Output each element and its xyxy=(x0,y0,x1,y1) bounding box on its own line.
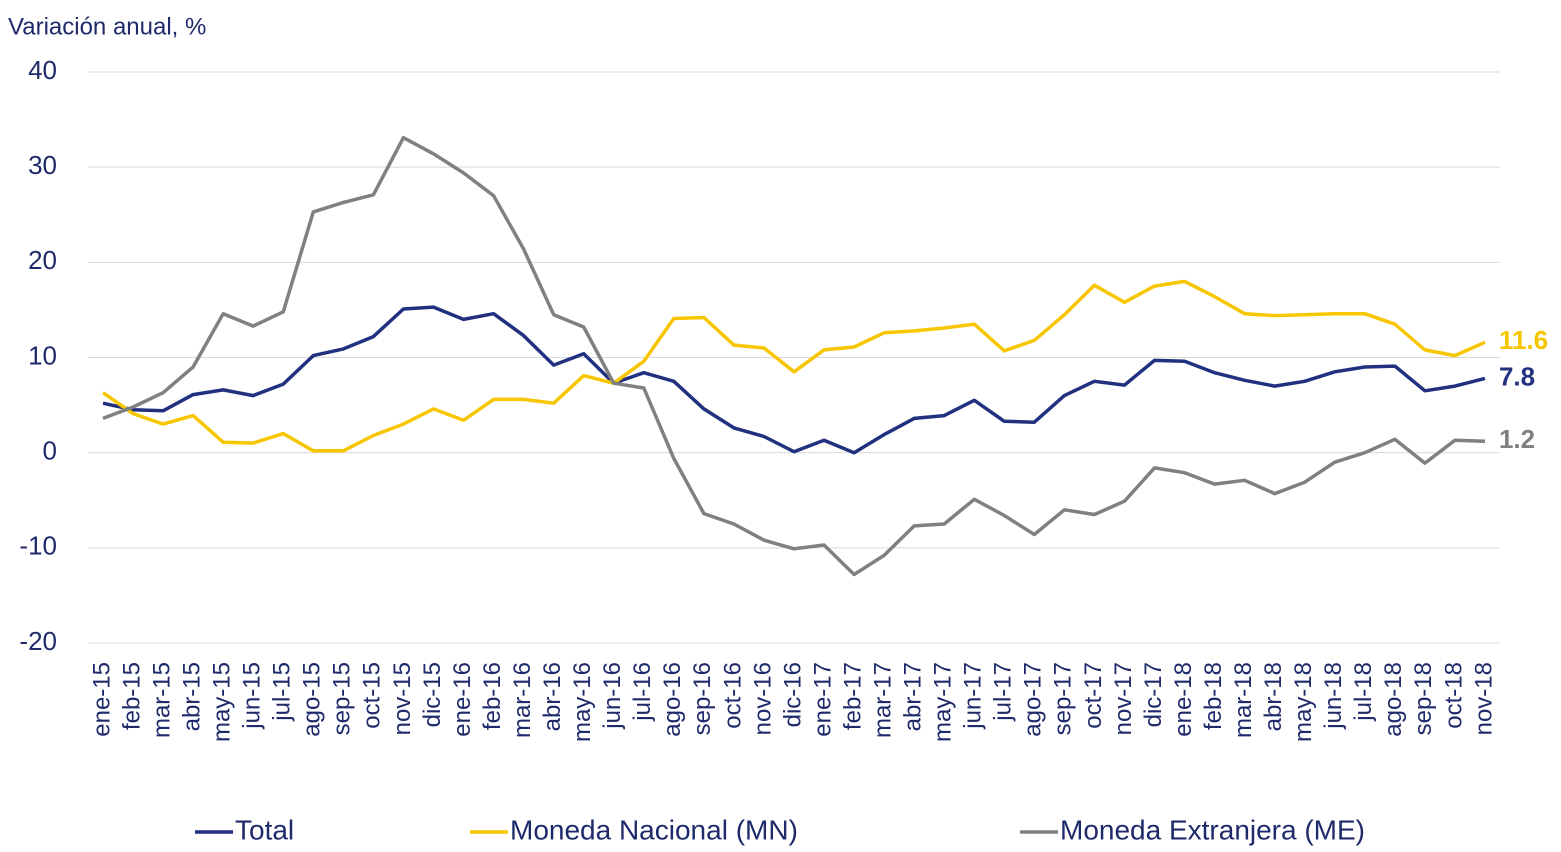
x-tick-label: mar-17 xyxy=(869,662,896,738)
x-tick-label: ene-15 xyxy=(88,662,115,737)
y-tick-label: -20 xyxy=(19,626,57,656)
x-tick-label: abr-17 xyxy=(900,662,927,731)
x-tick-label: ene-17 xyxy=(809,662,836,737)
x-tick-label: feb-16 xyxy=(479,662,506,730)
x-tick-label: ago-18 xyxy=(1380,662,1407,737)
x-tick-label: ago-15 xyxy=(299,662,326,737)
y-tick-label: 10 xyxy=(28,340,57,370)
x-tick-label: mar-15 xyxy=(148,662,175,738)
y-tick-label: 40 xyxy=(28,55,57,85)
end-value-label: 7.8 xyxy=(1499,361,1535,391)
x-tick-label: nov-16 xyxy=(749,662,776,735)
legend-label: Total xyxy=(235,814,294,845)
end-value-label: 1.2 xyxy=(1499,424,1535,454)
legend-label: Moneda Extranjera (ME) xyxy=(1060,814,1365,845)
x-tick-label: may-15 xyxy=(209,662,236,742)
x-tick-label: jul-17 xyxy=(990,662,1017,722)
x-tick-label: nov-18 xyxy=(1470,662,1497,735)
y-tick-label: 30 xyxy=(28,150,57,180)
x-tick-label: oct-18 xyxy=(1440,662,1467,729)
x-tick-label: ago-16 xyxy=(659,662,686,737)
series-line xyxy=(102,135,1486,577)
x-tick-label: feb-17 xyxy=(839,662,866,730)
x-tick-label: jul-18 xyxy=(1350,662,1377,722)
x-tick-label: mar-16 xyxy=(509,662,536,738)
x-tick-label: may-18 xyxy=(1290,662,1317,742)
y-tick-label: -10 xyxy=(19,531,57,561)
x-tick-label: dic-17 xyxy=(1140,662,1167,727)
y-axis-label: Variación anual, % xyxy=(8,13,206,40)
x-tick-label: feb-18 xyxy=(1200,662,1227,730)
x-tick-label: oct-15 xyxy=(359,662,386,729)
x-tick-label: abr-15 xyxy=(178,662,205,731)
x-tick-label: sep-18 xyxy=(1410,662,1437,735)
x-tick-label: jun-16 xyxy=(599,662,626,730)
x-tick-label: oct-16 xyxy=(719,662,746,729)
x-tick-label: sep-17 xyxy=(1050,662,1077,735)
x-tick-label: dic-16 xyxy=(779,662,806,727)
x-tick-label: ene-18 xyxy=(1170,662,1197,737)
x-tick-label: mar-18 xyxy=(1230,662,1257,738)
x-tick-label: oct-17 xyxy=(1080,662,1107,729)
x-tick-label: feb-15 xyxy=(118,662,145,730)
x-tick-label: may-17 xyxy=(930,662,957,742)
legend-label: Moneda Nacional (MN) xyxy=(510,814,798,845)
y-tick-label: 0 xyxy=(43,436,57,466)
series-line xyxy=(102,279,1486,453)
x-tick-label: dic-15 xyxy=(419,662,446,727)
x-tick-label: may-16 xyxy=(569,662,596,742)
x-tick-label: abr-16 xyxy=(539,662,566,731)
x-tick-label: nov-15 xyxy=(389,662,416,735)
x-tick-label: jul-16 xyxy=(629,662,656,722)
x-tick-label: ene-16 xyxy=(449,662,476,737)
x-tick-label: jun-18 xyxy=(1320,662,1347,730)
end-value-label: 11.6 xyxy=(1499,325,1548,355)
x-tick-label: jul-15 xyxy=(269,662,296,722)
x-tick-label: sep-16 xyxy=(689,662,716,735)
x-tick-label: jun-15 xyxy=(239,662,266,730)
x-tick-label: sep-15 xyxy=(329,662,356,735)
y-tick-label: 20 xyxy=(28,245,57,275)
x-tick-label: nov-17 xyxy=(1110,662,1137,735)
series-line xyxy=(102,305,1486,455)
x-tick-label: jun-17 xyxy=(960,662,987,730)
x-tick-label: ago-17 xyxy=(1020,662,1047,737)
x-tick-label: abr-18 xyxy=(1260,662,1287,731)
